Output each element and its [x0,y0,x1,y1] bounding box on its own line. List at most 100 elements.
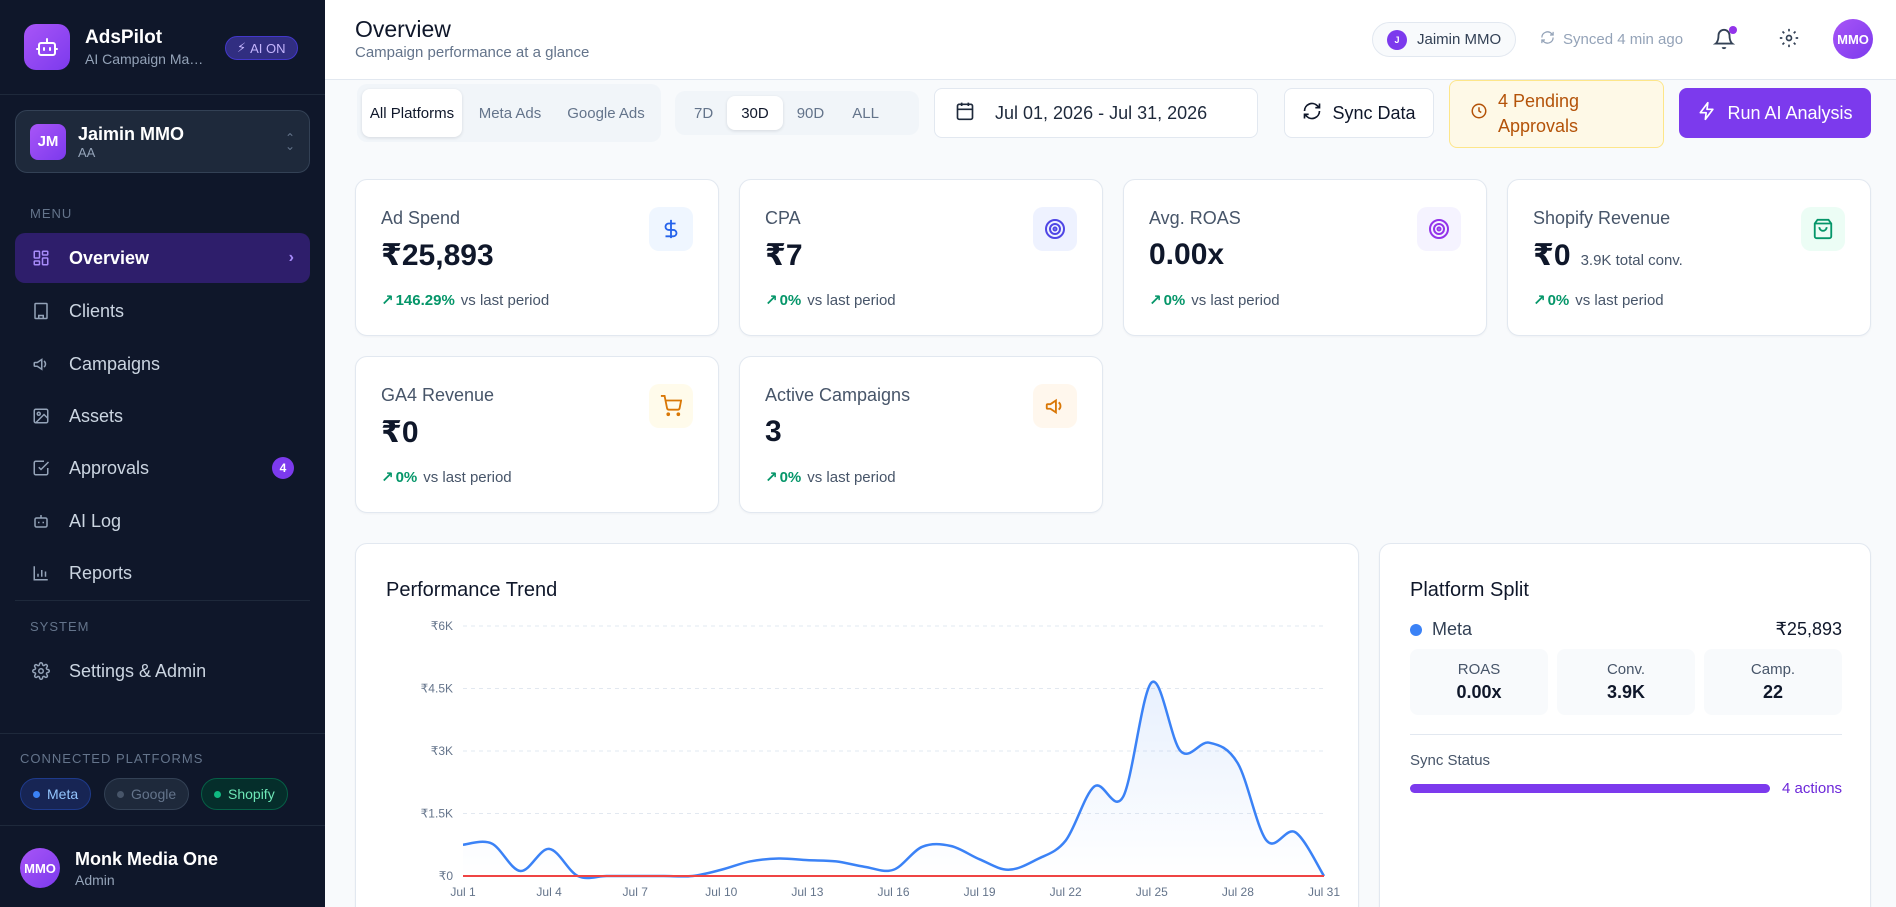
trend-up-icon: ↗ [765,292,778,309]
sidebar-item-reports[interactable]: Reports [15,548,310,598]
system-section-label: SYSTEM [30,619,90,634]
menu-section-label: MENU [30,206,73,221]
run-ai-analysis-button[interactable]: Run AI Analysis [1679,88,1871,138]
sync-progress-bar [1410,784,1770,793]
ai-status-badge[interactable]: ⚡ AI ON [225,36,298,60]
sidebar-item-clients[interactable]: Clients [15,286,310,336]
tab-google-ads[interactable]: Google Ads [567,104,645,122]
kpi-change-value: 0% [779,291,802,309]
gear-icon[interactable] [1779,28,1803,52]
user-name: Monk Media One [75,848,219,869]
kpi-change-suffix: vs last period [807,291,896,309]
sidebar-item-approvals[interactable]: Approvals 4 [15,443,310,493]
grid-icon [31,248,51,268]
y-tick-label: ₹4.5K [421,682,453,696]
platform-label: Meta [47,786,79,802]
kpi-value-text: ₹25,893 [381,239,494,272]
avatar: MMO [20,848,60,888]
date-range-picker[interactable]: Jul 01, 2026 - Jul 31, 2026 [934,88,1258,138]
dollar-icon [649,207,693,251]
clock-icon [1470,102,1488,127]
platform-row-meta: Meta ₹25,893 [1410,619,1842,640]
kpi-label: CPA [765,208,801,228]
robot-logo-icon [24,24,70,70]
cart-icon [649,384,693,428]
sidebar-item-label: Clients [69,300,125,321]
kpi-label: Avg. ROAS [1149,208,1241,228]
x-tick-label: Jul 22 [1050,885,1082,899]
tab-meta-ads[interactable]: Meta Ads [478,104,542,122]
tab-all[interactable]: ALL [852,104,879,122]
sync-status-label: Sync Status [1410,752,1491,769]
client-avatar: JM [30,123,66,160]
bot-icon [31,511,51,531]
x-tick-label: Jul 31 [1308,885,1340,899]
divider [1410,734,1842,735]
top-header: Overview Campaign performance at a glanc… [325,0,1896,80]
stat-roas: ROAS 0.00x [1410,649,1548,715]
kpi-label: Ad Spend [381,208,461,228]
sidebar-item-ai-log[interactable]: AI Log [15,496,310,546]
kpi-card-avg-roas: Avg. ROAS 0.00x ↗ 0% vs last period [1123,179,1487,336]
platform-pill-google[interactable]: Google [104,778,190,810]
stat-value: 22 [1762,682,1784,702]
status-dot [214,790,221,798]
client-name: Jaimin MMO [78,123,185,144]
lightning-icon: ⚡ [237,40,247,55]
platform-pill-shopify[interactable]: Shopify [201,778,288,810]
trend-up-icon: ↗ [765,469,778,486]
stat-campaigns: Camp. 22 [1704,649,1842,715]
date-range-text: Jul 01, 2026 - Jul 31, 2026 [995,102,1208,123]
stat-conversions: Conv. 3.9K [1557,649,1695,715]
shopping-bag-icon [1801,207,1845,251]
performance-trend-chart: ₹0 ₹1.5K ₹3K ₹4.5K ₹6K Jul 1 Jul 4 Jul 7 Jul 10 J… [421,619,1341,899]
pending-approvals-button[interactable]: 4 Pending Approvals [1449,80,1664,148]
sidebar-item-assets[interactable]: Assets [15,391,310,441]
sidebar-item-label: Approvals [69,457,150,478]
status-dot [33,790,40,798]
platform-filter: All Platforms Meta Ads Google Ads [357,84,661,142]
kpi-change: ↗ 0% vs last period [1149,291,1280,310]
platform-amount: ₹25,893 [1775,619,1842,639]
target-icon [1033,207,1077,251]
platform-pill-meta[interactable]: Meta [20,778,92,810]
brand[interactable]: AdsPilot AI Campaign Man... [24,24,205,70]
kpi-label: GA4 Revenue [381,385,495,405]
kpi-label: Active Campaigns [765,385,911,405]
kpi-change-value: 0% [395,468,418,486]
sidebar-item-overview[interactable]: Overview › [15,233,310,283]
tab-7d[interactable]: 7D [694,104,714,122]
sidebar-item-label: Overview [69,247,150,268]
x-tick-label: Jul 10 [705,885,737,899]
ai-badge-label: AI ON [250,40,286,56]
tab-30d[interactable]: 30D [727,96,783,130]
kpi-change: ↗ 0% vs last period [381,468,512,487]
page-subtitle: Campaign performance at a glance [355,44,590,61]
avatar[interactable]: MMO [1833,19,1873,59]
tab-90d[interactable]: 90D [796,104,825,122]
tab-all-platforms[interactable]: All Platforms [362,89,462,137]
trend-up-icon: ↗ [381,469,394,486]
y-tick-label: ₹1.5K [421,807,453,821]
sidebar-item-settings[interactable]: Settings & Admin [15,646,310,696]
platform-label: Shopify [228,786,275,802]
kpi-change-value: 0% [1547,291,1570,309]
sync-data-button[interactable]: Sync Data [1284,88,1434,138]
kpi-value: 3 [765,415,782,449]
x-tick-label: Jul 16 [877,885,909,899]
series-area [463,681,1324,879]
kpi-change-value: 0% [1163,291,1186,309]
pending-approvals-label: 4 Pending Approvals [1498,91,1580,136]
user-profile[interactable]: MMO Monk Media One Admin [20,848,218,888]
platform-split-title: Platform Split [1410,579,1529,601]
kpi-value-text: ₹7 [765,239,803,272]
sidebar-item-campaigns[interactable]: Campaigns [15,339,310,389]
client-switcher[interactable]: JM Jaimin MMO AA ⌃ ⌄ [15,110,310,173]
kpi-value-text: 3 [765,415,782,448]
bell-icon[interactable] [1712,26,1737,52]
bar-chart-icon [31,563,51,583]
chevron-up-down-icon: ⌃ ⌄ [284,130,295,153]
client-chip[interactable]: J Jaimin MMO [1372,22,1517,57]
kpi-change: ↗ 146.29% vs last period [381,291,549,310]
y-tick-label: ₹6K [431,619,453,633]
